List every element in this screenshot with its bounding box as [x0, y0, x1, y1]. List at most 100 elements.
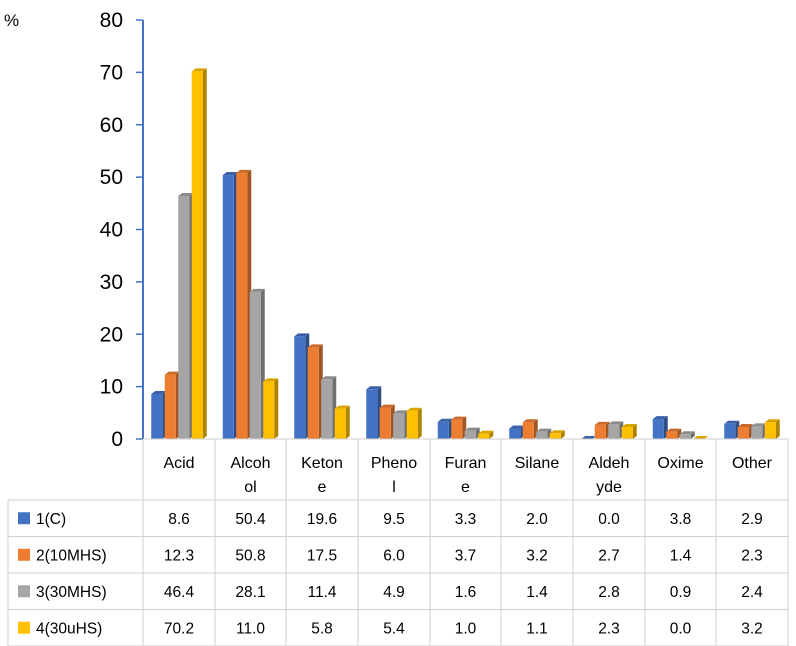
bar-front	[737, 426, 749, 439]
bar	[151, 390, 167, 439]
bar-side	[690, 431, 695, 439]
bar-front	[178, 195, 190, 439]
bar-top	[437, 418, 453, 422]
bar-side	[632, 423, 637, 439]
legend-swatch	[18, 548, 30, 561]
bar	[437, 418, 453, 439]
bar	[478, 430, 494, 439]
bar	[594, 421, 610, 439]
bar-front	[608, 424, 620, 439]
category-label: Other	[732, 455, 773, 472]
bar-top	[263, 378, 279, 382]
data-label: 1.1	[526, 620, 548, 637]
bar	[666, 428, 682, 439]
data-label: 9.5	[383, 511, 405, 528]
bar-side	[274, 378, 279, 439]
bar-front	[724, 423, 736, 439]
bar-front	[451, 419, 463, 439]
data-table: Acid Alcoh ol Keton e Pheno l Furan e Silane Aldeh…	[7, 438, 789, 646]
bar	[406, 407, 422, 439]
category-label: Alcoh	[230, 455, 270, 472]
bar	[321, 376, 337, 439]
bar-front	[751, 426, 763, 439]
bar-top	[679, 431, 695, 435]
bar-top	[236, 169, 252, 173]
bar-top	[164, 371, 180, 375]
bar-top	[294, 333, 310, 337]
bar	[263, 378, 279, 439]
legend-swatch	[18, 585, 30, 598]
category-label: Acid	[163, 455, 194, 472]
category-label: Silane	[515, 455, 560, 472]
bar-side	[489, 430, 494, 439]
bar-top	[334, 405, 350, 409]
data-label: 2.3	[598, 620, 620, 637]
bar-top	[191, 68, 207, 72]
y-tick-label: 30	[100, 271, 123, 294]
bar-front	[321, 379, 333, 439]
series-name: 1(C)	[36, 511, 66, 528]
data-label: 11.0	[236, 620, 265, 637]
chart-axes: 0 10 20 30 40 50 60 70 80	[100, 9, 144, 451]
bar-front	[164, 374, 176, 439]
data-label: 3.2	[741, 620, 763, 637]
bar	[249, 288, 265, 439]
bar-front	[549, 433, 561, 439]
category-label: Furan	[445, 455, 487, 472]
bar-top	[451, 416, 467, 420]
bar-top	[666, 428, 682, 432]
bar-top	[321, 376, 337, 380]
bar-front	[334, 408, 346, 439]
bar	[191, 68, 207, 439]
data-label: 11.4	[307, 584, 336, 601]
data-label: 1.0	[455, 620, 477, 637]
bar	[393, 410, 409, 439]
series-name: 4(30uHS)	[36, 620, 102, 637]
bar-top	[621, 423, 637, 427]
data-label: 2.4	[741, 584, 763, 601]
bar-top	[737, 423, 753, 427]
bar-top	[406, 407, 422, 411]
bar-top	[536, 428, 552, 432]
bar-top	[379, 404, 395, 408]
data-label: 46.4	[164, 584, 195, 601]
bar-side	[560, 430, 565, 439]
bar	[464, 427, 480, 439]
data-label: 2.0	[526, 511, 548, 528]
category-label: Aldeh	[589, 455, 630, 472]
bar	[724, 420, 740, 439]
bar-front	[536, 431, 548, 439]
y-tick-label: 0	[111, 428, 123, 451]
data-label: 2.3	[741, 547, 763, 564]
data-label: 50.4	[235, 511, 266, 528]
bar	[294, 333, 310, 439]
y-tick-label: 60	[100, 114, 123, 137]
y-tick-label: 80	[100, 9, 123, 32]
category-label: Oxime	[657, 455, 703, 472]
category-label: Keton	[301, 455, 343, 472]
y-tick-label: 40	[100, 219, 123, 242]
bar	[379, 404, 395, 439]
bar-front	[464, 430, 476, 439]
bar-front	[652, 419, 664, 439]
bar-top	[478, 430, 494, 434]
bar-top	[249, 288, 265, 292]
bar	[737, 423, 753, 439]
bar-top	[764, 419, 780, 423]
data-label: 70.2	[164, 620, 194, 637]
bar	[334, 405, 350, 439]
bar	[236, 169, 252, 439]
bar-front	[679, 434, 691, 439]
bar-top	[522, 419, 538, 423]
bar-top	[581, 436, 597, 439]
bar-top	[608, 421, 624, 425]
bar-front	[307, 347, 319, 439]
bar-front	[393, 413, 405, 439]
bar-side	[775, 419, 780, 439]
data-label: 3.8	[670, 511, 692, 528]
series-name: 3(30MHS)	[36, 584, 107, 601]
bar	[621, 423, 637, 439]
chart-bars	[151, 68, 780, 440]
bar-front	[379, 407, 391, 439]
